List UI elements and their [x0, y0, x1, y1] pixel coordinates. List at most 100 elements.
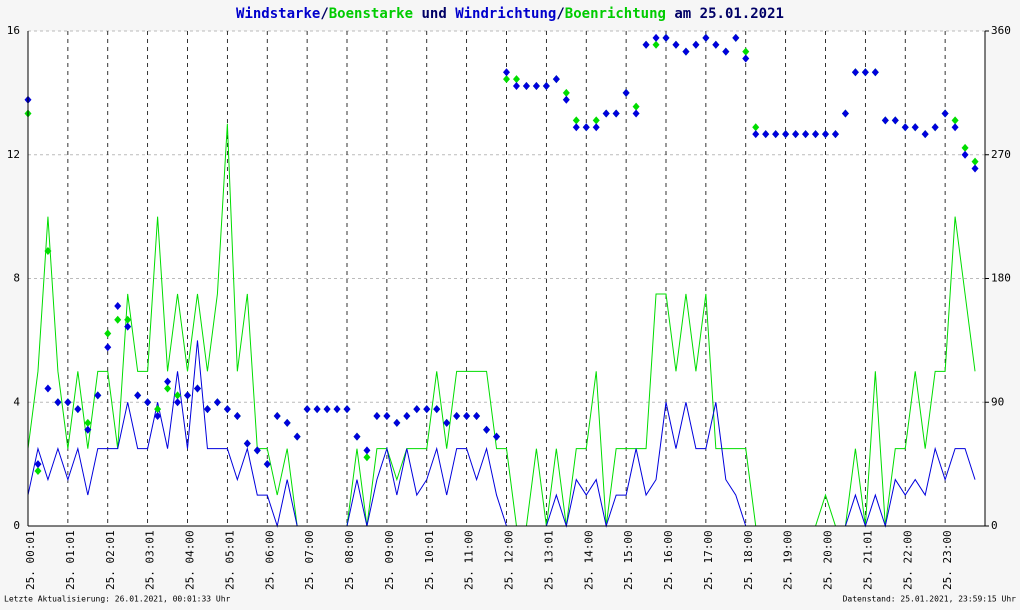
direction-point	[253, 446, 261, 455]
direction-point	[881, 116, 889, 125]
title-part: Windstarke	[236, 6, 320, 22]
x-tick-label: 25. 17:00	[702, 530, 715, 590]
x-tick-label: 25. 23:00	[941, 530, 954, 590]
direction-point	[373, 412, 381, 420]
direction-point	[831, 130, 839, 139]
direction-point	[951, 123, 959, 132]
direction-point	[223, 405, 231, 414]
direction-point	[323, 405, 331, 414]
direction-point	[742, 47, 750, 56]
direction-point	[233, 412, 241, 420]
direction-point	[363, 453, 371, 462]
direction-point	[343, 405, 351, 414]
direction-point	[184, 391, 191, 400]
direction-point	[951, 116, 959, 125]
direction-point	[602, 109, 610, 118]
y2-tick-label: 270	[991, 148, 1011, 161]
direction-point	[403, 412, 411, 420]
x-tick-label: 25. 19:00	[782, 530, 795, 590]
direction-point	[861, 68, 869, 77]
footer-right: Datenstand: 25.01.2021, 23:59:15 Uhr	[843, 595, 1017, 604]
direction-point	[193, 384, 201, 393]
direction-point	[154, 405, 162, 414]
direction-point	[692, 40, 700, 49]
direction-point	[84, 425, 92, 434]
x-tick-label: 25. 01:01	[64, 530, 77, 590]
title-part: Windrichtung	[455, 6, 556, 22]
direction-point	[104, 329, 112, 338]
direction-point	[203, 405, 211, 414]
direction-point	[702, 33, 710, 42]
direction-point	[393, 418, 401, 427]
direction-point	[961, 143, 969, 152]
direction-point	[562, 88, 570, 97]
direction-point	[503, 75, 510, 84]
y2-tick-label: 360	[991, 24, 1011, 37]
direction-point	[313, 405, 321, 414]
y-tick-label: 4	[13, 395, 20, 408]
direction-point	[642, 40, 650, 49]
direction-point	[493, 432, 501, 441]
direction-point	[562, 95, 570, 104]
x-tick-label: 25. 18:00	[742, 530, 755, 590]
title-part: am 25.01.2021	[666, 6, 784, 22]
direction-point	[512, 82, 520, 90]
direction-point	[433, 405, 441, 414]
direction-point	[283, 418, 291, 427]
direction-point	[572, 116, 580, 125]
direction-point	[104, 343, 112, 352]
footer-left: Letzte Aktualisierung: 26.01.2021, 00:01…	[4, 595, 231, 604]
direction-point	[921, 130, 929, 139]
direction-point	[871, 68, 879, 77]
x-tick-label: 25. 11:00	[463, 530, 476, 590]
x-tick-label: 25. 04:00	[184, 530, 197, 590]
direction-point	[463, 412, 471, 420]
direction-point	[423, 405, 431, 414]
x-tick-label: 25. 09:00	[383, 530, 396, 590]
direction-point	[752, 130, 760, 139]
direction-point	[752, 123, 760, 132]
direction-point	[582, 123, 590, 132]
x-tick-label: 25. 00:01	[24, 530, 37, 590]
direction-point	[174, 398, 182, 407]
direction-point	[44, 384, 52, 393]
direction-point	[632, 102, 640, 111]
direction-point	[413, 405, 421, 414]
x-tick-label: 25. 07:00	[303, 530, 316, 590]
direction-point	[44, 247, 52, 255]
x-tick-label: 25. 05:01	[223, 530, 236, 590]
title-part: /	[556, 6, 564, 22]
direction-point	[532, 82, 540, 90]
x-tick-label: 25. 15:00	[622, 530, 635, 590]
direction-point	[792, 130, 800, 139]
title-part: und	[413, 6, 455, 22]
direction-point	[164, 377, 172, 386]
direction-point	[722, 47, 730, 56]
direction-point	[901, 123, 909, 132]
direction-point	[333, 405, 341, 414]
direction-point	[443, 418, 451, 427]
direction-point	[552, 75, 560, 84]
direction-point	[622, 88, 630, 97]
direction-point	[672, 40, 680, 49]
y-tick-label: 16	[7, 24, 20, 37]
direction-point	[154, 412, 162, 420]
direction-point	[512, 75, 520, 84]
direction-point	[612, 109, 620, 118]
title-part: Boenstarke	[329, 6, 413, 22]
y-tick-label: 12	[7, 148, 20, 161]
title-part: Boenrichtung	[565, 6, 666, 22]
x-tick-label: 25. 06:00	[263, 530, 276, 590]
direction-point	[144, 398, 152, 407]
direction-point	[961, 150, 969, 159]
direction-point	[931, 123, 939, 132]
direction-point	[54, 398, 62, 407]
direction-point	[652, 33, 660, 42]
direction-point	[503, 68, 510, 77]
direction-point	[772, 130, 780, 139]
x-tick-label: 25. 10:01	[423, 530, 436, 590]
direction-point	[213, 398, 221, 407]
direction-point	[812, 130, 820, 139]
direction-point	[114, 315, 122, 324]
